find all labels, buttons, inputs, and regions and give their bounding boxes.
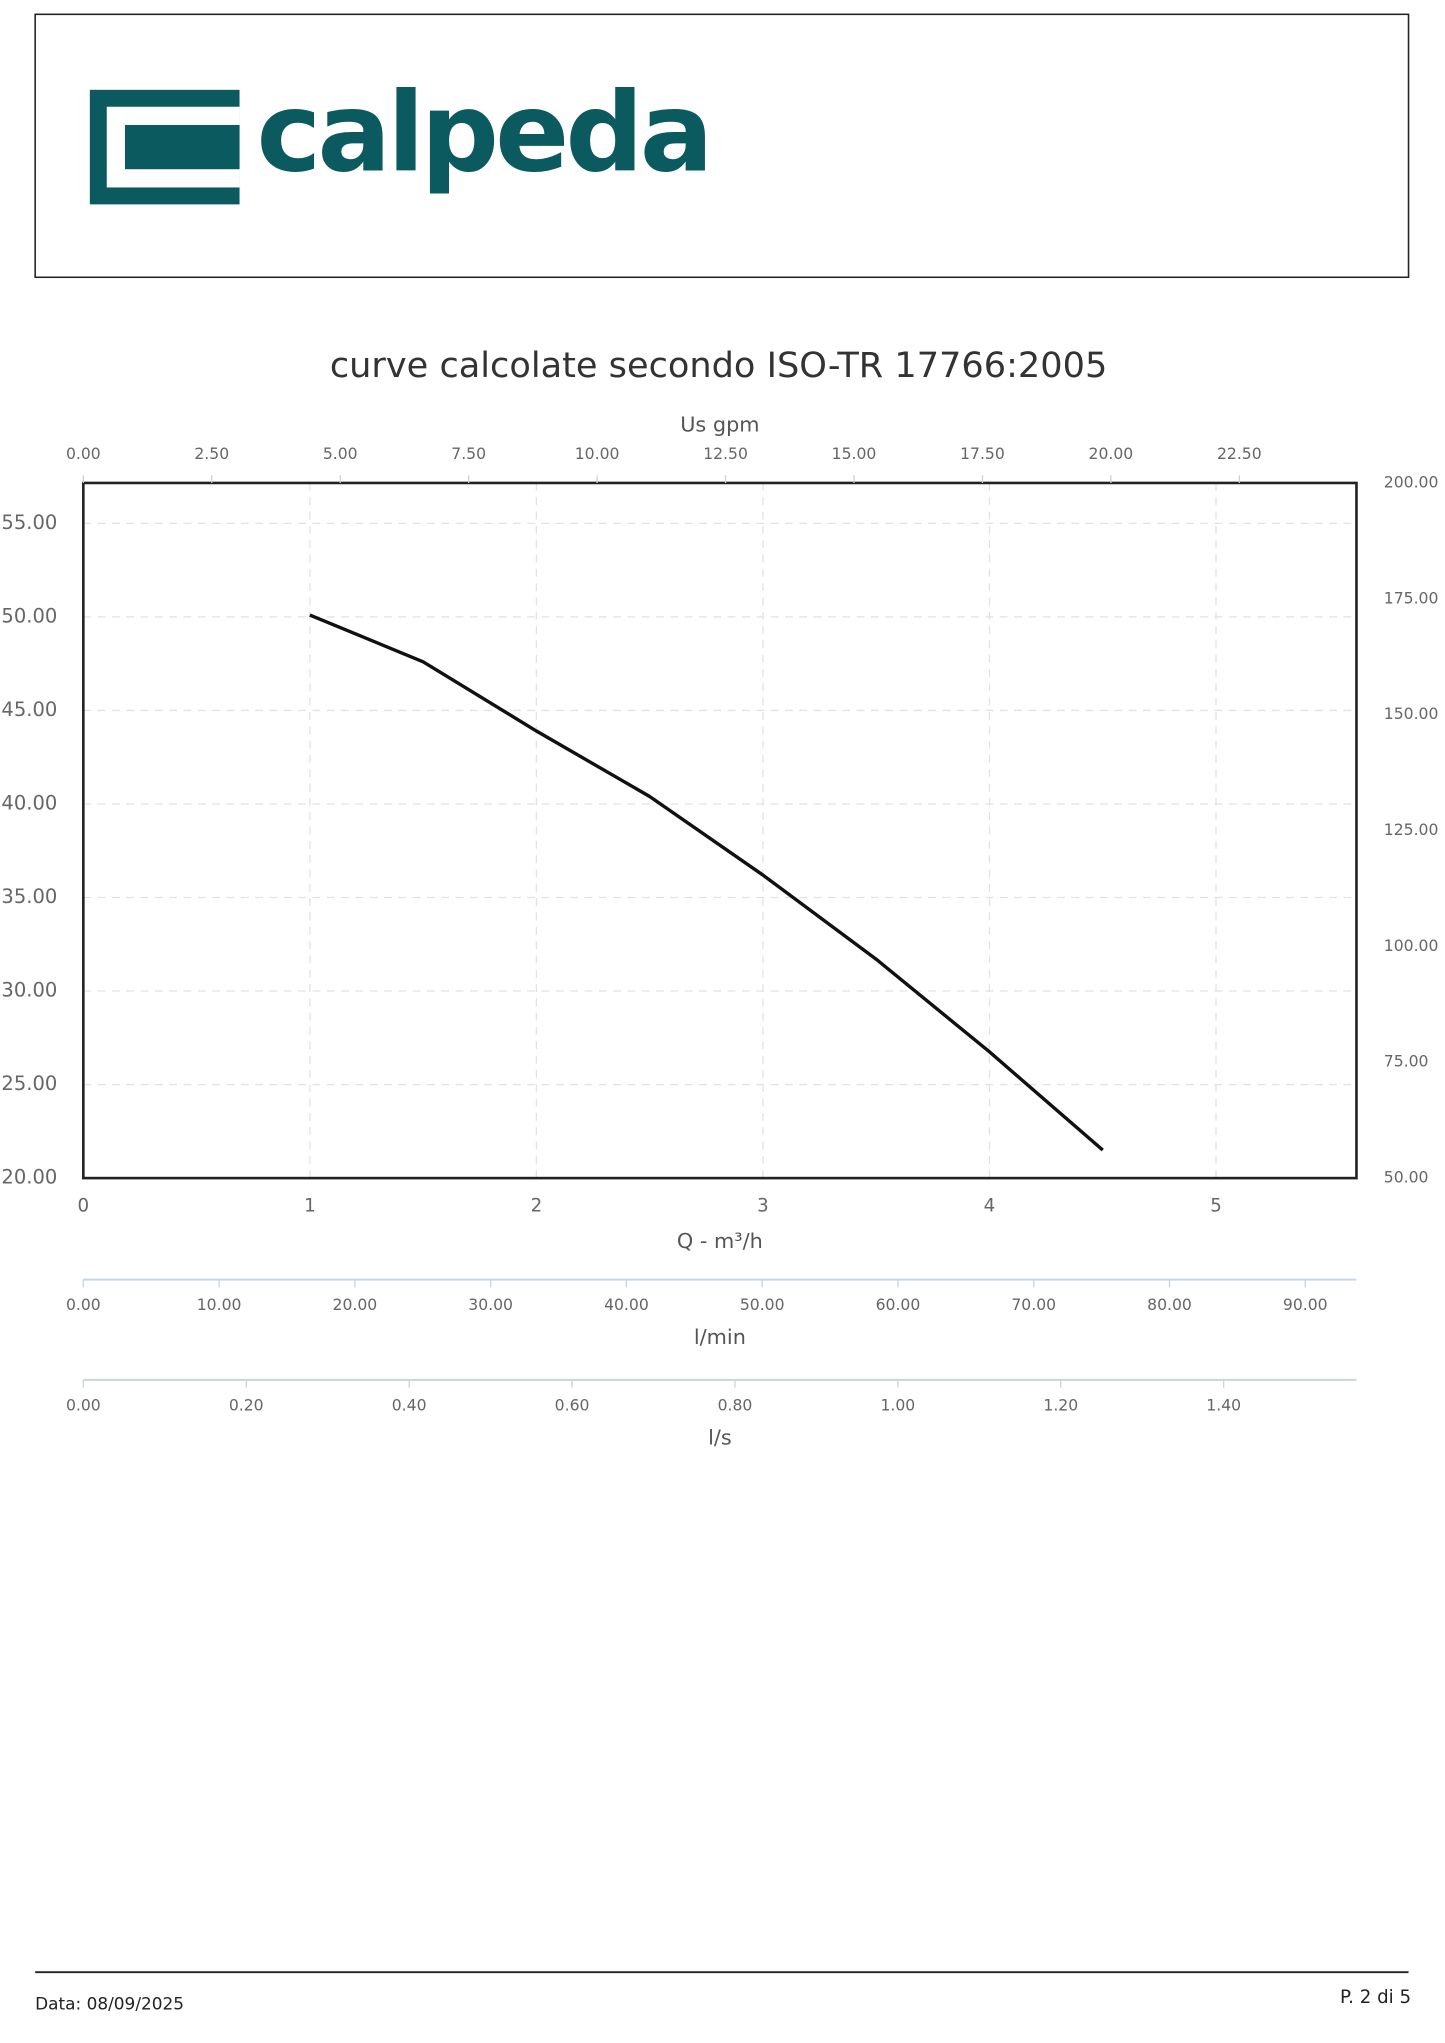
- footer-date: Data: 08/09/2025: [35, 1994, 184, 2014]
- tick-label: 1.40: [1206, 1396, 1241, 1414]
- tick-label: 60.00: [876, 1296, 921, 1314]
- y2-tick-label: 75.00: [1384, 1053, 1429, 1071]
- y2-tick-label: 100.00: [1384, 937, 1439, 955]
- tick-label: 1.20: [1043, 1396, 1078, 1414]
- tick-label: 50.00: [740, 1296, 785, 1314]
- plot-frame: [82, 481, 1358, 1180]
- chart-title: curve calcolate secondo ISO-TR 17766:200…: [330, 345, 1107, 386]
- y-tick-label: 20.00: [1, 1166, 57, 1189]
- logo-text: calpeda: [256, 69, 709, 196]
- x-tick-label: 3: [757, 1196, 769, 1217]
- x-axis-label: Q - m³/h: [677, 1229, 763, 1253]
- y-tick-label: 35.00: [1, 885, 57, 908]
- tick-label: 12.50: [703, 445, 748, 463]
- y2-tick-label: 200.00: [1384, 473, 1439, 491]
- tick-label: 40.00: [604, 1296, 649, 1314]
- footer-page: P. 2 di 5: [1340, 1987, 1411, 2008]
- tick-label: 70.00: [1011, 1296, 1056, 1314]
- y2-tick-label: 125.00: [1384, 821, 1439, 839]
- lmin-axis-label: l/min: [694, 1325, 746, 1349]
- tick-label: 22.50: [1217, 445, 1262, 463]
- tick-label: 7.50: [451, 445, 486, 463]
- tick-label: 0.00: [66, 1396, 101, 1414]
- tick-label: 10.00: [197, 1296, 242, 1314]
- tick-label: 90.00: [1283, 1296, 1328, 1314]
- tick-label: 0.60: [555, 1396, 590, 1414]
- x-tick-label: 5: [1210, 1196, 1222, 1217]
- tick-label: 2.50: [194, 445, 229, 463]
- tick-label: 0.80: [718, 1396, 753, 1414]
- y-tick-label: 50.00: [1, 604, 57, 627]
- tick-label: 1.00: [880, 1396, 915, 1414]
- y2-tick-label: 150.00: [1384, 705, 1439, 723]
- y-tick-label: 40.00: [1, 791, 57, 814]
- tick-label: 20.00: [1089, 445, 1134, 463]
- y-tick-label: 25.00: [1, 1072, 57, 1095]
- y-tick-label: 55.00: [1, 511, 57, 534]
- tick-label: 15.00: [832, 445, 877, 463]
- ls-axis-label: l/s: [708, 1425, 732, 1449]
- tick-label: 5.00: [323, 445, 358, 463]
- x-tick-label: 2: [531, 1196, 543, 1217]
- curve: [309, 613, 1104, 1152]
- x-tick-label: 0: [78, 1196, 90, 1217]
- x-tick-label: 4: [984, 1196, 996, 1217]
- tick-label: 17.50: [960, 445, 1005, 463]
- logo-registered: ®: [617, 88, 635, 109]
- y-tick-label: 45.00: [1, 698, 57, 721]
- tick-label: 10.00: [575, 445, 620, 463]
- y-tick-label: 30.00: [1, 979, 57, 1002]
- y2-tick-label: 175.00: [1384, 589, 1439, 607]
- top-axis-label: Us gpm: [680, 413, 759, 437]
- header-box: [34, 13, 1410, 279]
- logo-mark-core: [124, 124, 240, 170]
- tick-label: 0.40: [392, 1396, 427, 1414]
- tick-label: 20.00: [333, 1296, 378, 1314]
- y2-tick-label: 50.00: [1384, 1169, 1429, 1187]
- tick-label: 0.00: [66, 445, 101, 463]
- logo: calpeda ®: [89, 69, 714, 205]
- tick-label: 0.20: [229, 1396, 264, 1414]
- tick-label: 30.00: [468, 1296, 513, 1314]
- tick-label: 80.00: [1147, 1296, 1192, 1314]
- x-tick-label: 1: [304, 1196, 316, 1217]
- tick-label: 0.00: [66, 1296, 101, 1314]
